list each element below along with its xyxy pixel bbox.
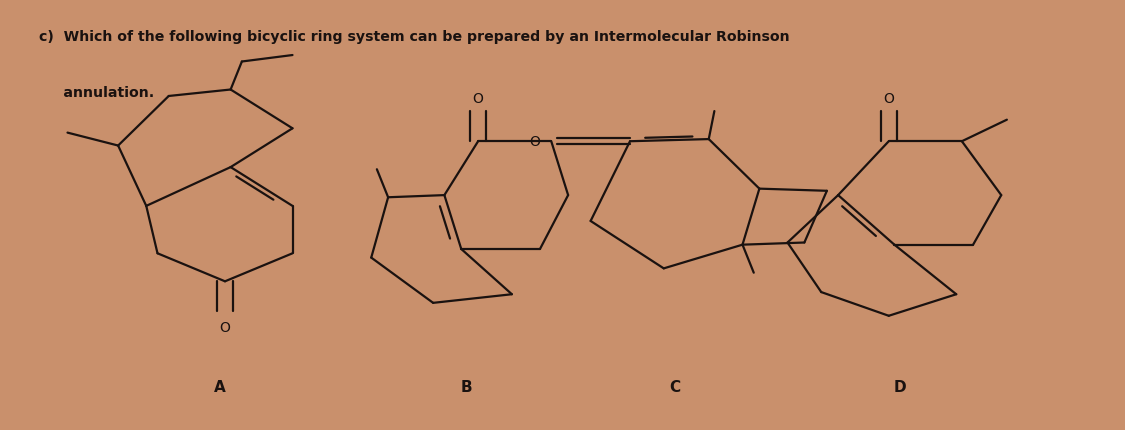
Text: C: C	[669, 380, 681, 394]
Text: annulation.: annulation.	[39, 86, 154, 100]
Text: B: B	[461, 380, 472, 394]
Text: O: O	[529, 135, 540, 149]
Text: A: A	[214, 380, 225, 394]
Text: O: O	[472, 92, 484, 105]
Text: O: O	[219, 320, 231, 334]
Text: D: D	[893, 380, 907, 394]
Text: c)  Which of the following bicyclic ring system can be prepared by an Intermolec: c) Which of the following bicyclic ring …	[39, 30, 790, 44]
Text: O: O	[883, 92, 894, 105]
